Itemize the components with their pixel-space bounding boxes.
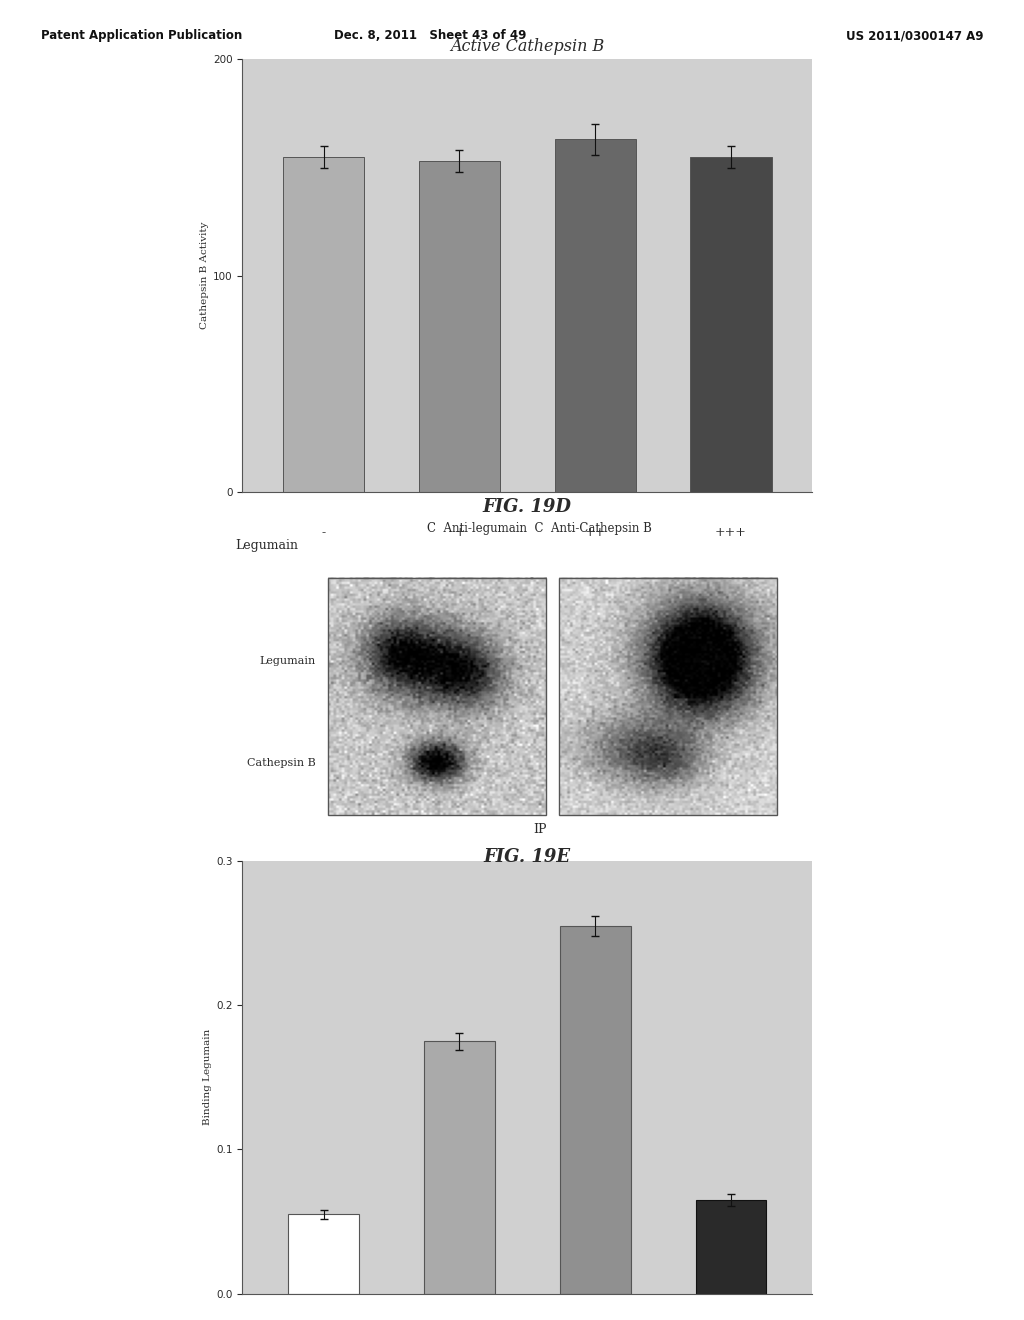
Text: Dec. 8, 2011   Sheet 43 of 49: Dec. 8, 2011 Sheet 43 of 49	[334, 29, 526, 42]
Text: Legumain: Legumain	[236, 540, 298, 553]
Text: +++: +++	[715, 527, 746, 540]
Text: IP: IP	[534, 824, 547, 836]
Text: Cathepsin B: Cathepsin B	[247, 758, 315, 768]
Bar	[419, 161, 500, 492]
Bar	[289, 1214, 359, 1294]
Text: +: +	[455, 527, 465, 540]
Bar	[424, 1041, 495, 1294]
Text: FIG. 19E: FIG. 19E	[483, 847, 571, 866]
Text: -: -	[322, 527, 326, 540]
Y-axis label: Binding Legumain: Binding Legumain	[203, 1030, 212, 1126]
Text: ++: ++	[585, 527, 606, 540]
Bar	[690, 157, 772, 492]
Title: Active Cathepsin B: Active Cathepsin B	[451, 38, 604, 55]
Bar	[695, 1200, 766, 1294]
Bar	[283, 157, 365, 492]
Text: Patent Application Publication: Patent Application Publication	[41, 29, 243, 42]
Text: FIG. 19D: FIG. 19D	[483, 499, 571, 516]
Y-axis label: Cathepsin B Activity: Cathepsin B Activity	[200, 222, 209, 330]
Bar	[555, 140, 636, 492]
Bar	[560, 927, 631, 1294]
Text: C  Anti-legumain  C  Anti-Cathepsin B: C Anti-legumain C Anti-Cathepsin B	[427, 521, 652, 535]
Text: US 2011/0300147 A9: US 2011/0300147 A9	[846, 29, 983, 42]
Text: Legumain: Legumain	[259, 656, 315, 665]
